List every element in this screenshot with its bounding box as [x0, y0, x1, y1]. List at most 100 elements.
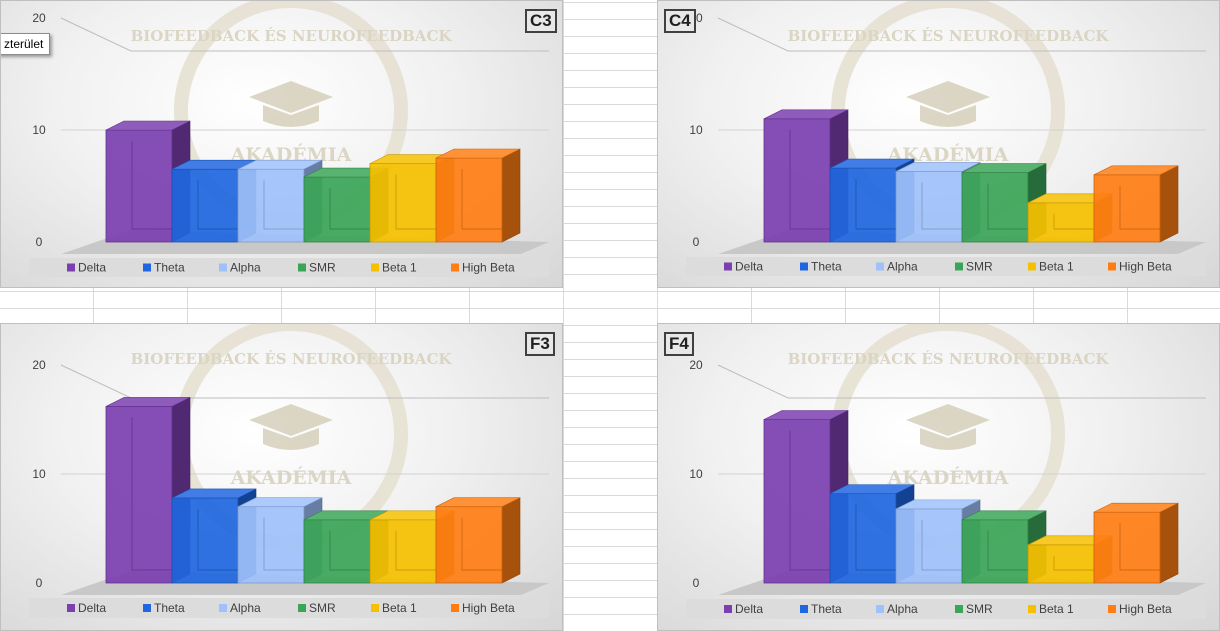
legend-label: Alpha — [230, 261, 261, 275]
legend-swatch — [298, 263, 306, 272]
bar-high-beta[interactable] — [435, 148, 521, 243]
legend-item-beta-1: Beta 1 — [1028, 260, 1074, 274]
chart-svg-c3: BIOFEEDBACK ÉS NEUROFEEDBACKAKADÉMIA0102… — [29, 1, 549, 277]
watermark-subtitle: AKADÉMIA — [887, 143, 1009, 166]
gridline — [717, 364, 1206, 399]
legend-swatch — [451, 263, 459, 272]
legend-item-beta-1: Beta 1 — [1028, 602, 1074, 616]
y-tick-label: 0 — [36, 576, 43, 590]
legend-swatch — [1028, 262, 1036, 271]
legend-swatch — [800, 262, 808, 271]
legend: Delta Theta Alpha SMR Beta 1 High Beta — [29, 598, 549, 618]
legend-swatch — [724, 262, 732, 271]
legend: Delta Theta Alpha SMR Beta 1 High Beta — [29, 258, 549, 277]
legend-label: Theta — [154, 601, 185, 615]
legend-item-high-beta: High Beta — [1108, 260, 1172, 274]
legend-swatch — [800, 605, 808, 613]
legend-item-delta: Delta — [724, 602, 763, 616]
legend-swatch — [876, 605, 884, 613]
legend-swatch — [1108, 262, 1116, 271]
legend-item-theta: Theta — [143, 601, 185, 615]
chart-f3[interactable]: BIOFEEDBACK ÉS NEUROFEEDBACK AKADÉMIA 0 10 2… — [0, 323, 563, 631]
bar-high-beta[interactable] — [1093, 165, 1179, 243]
legend-swatch — [876, 262, 884, 271]
chart-svg-f4: BIOFEEDBACK ÉS NEUROFEEDBACK AKADÉMIA 0 10 2… — [686, 324, 1206, 619]
y-tick-label: 0 — [693, 576, 700, 590]
legend-item-smr: SMR — [298, 601, 336, 615]
legend-label: High Beta — [1119, 260, 1172, 274]
legend-swatch — [219, 263, 227, 272]
legend-label: Beta 1 — [1039, 260, 1074, 274]
legend-swatch — [724, 605, 732, 613]
chart-title-f3: F3 — [525, 332, 555, 356]
legend-label: High Beta — [462, 601, 515, 615]
watermark-title: BIOFEEDBACK ÉS NEUROFEEDBACK — [788, 350, 1110, 368]
tooltip: zterület — [1, 33, 51, 55]
y-tick-label: 0 — [36, 235, 43, 249]
legend-label: Delta — [78, 601, 106, 615]
legend-swatch — [371, 263, 379, 272]
legend-swatch — [451, 604, 459, 612]
legend-swatch — [143, 604, 151, 612]
legend-swatch — [955, 262, 963, 271]
legend-item-alpha: Alpha — [876, 602, 918, 616]
chart-c3[interactable]: BIOFEEDBACK ÉS NEUROFEEDBACK AKADÉMIA 0 10 2… — [0, 0, 563, 288]
watermark-title: BIOFEEDBACK ÉS NEUROFEEDBACK — [788, 27, 1110, 45]
legend-label: Alpha — [887, 602, 918, 616]
legend-label: Theta — [811, 260, 842, 274]
legend-label: Beta 1 — [382, 261, 417, 275]
legend-label: SMR — [309, 261, 336, 275]
legend-item-theta: Theta — [800, 260, 842, 274]
y-tick-label: 20 — [32, 358, 46, 372]
legend-label: Beta 1 — [382, 601, 417, 615]
legend-label: Alpha — [887, 260, 918, 274]
legend-label: Delta — [78, 261, 106, 275]
watermark-subtitle: AKADÉMIA — [887, 466, 1009, 489]
chart-title-f4: F4 — [664, 332, 694, 356]
legend-label: Delta — [735, 260, 763, 274]
legend-label: High Beta — [1119, 602, 1172, 616]
legend: Delta Theta Alpha SMR Beta 1 High Beta — [686, 599, 1206, 619]
legend-label: Beta 1 — [1039, 602, 1074, 616]
legend-swatch — [67, 263, 75, 272]
legend-swatch — [1028, 605, 1036, 613]
legend-item-alpha: Alpha — [219, 261, 261, 275]
legend-label: High Beta — [462, 261, 515, 275]
gridline — [717, 17, 1206, 52]
legend-swatch — [1108, 605, 1116, 613]
legend-item-theta: Theta — [143, 261, 185, 275]
gridline — [60, 17, 549, 52]
y-tick-label: 10 — [32, 467, 46, 481]
legend-item-high-beta: High Beta — [1108, 602, 1172, 616]
legend-item-alpha: Alpha — [219, 601, 261, 615]
chart-c4[interactable]: BIOFEEDBACK ÉS NEUROFEEDBACK AKADÉMIA 0 10 2… — [657, 0, 1220, 288]
legend-item-delta: Delta — [67, 601, 106, 615]
watermark-subtitle: AKADÉMIA — [230, 466, 352, 489]
legend-item-beta-1: Beta 1 — [371, 261, 417, 275]
y-tick-label: 10 — [689, 123, 703, 137]
legend-label: Delta — [735, 602, 763, 616]
legend-item-smr: SMR — [298, 261, 336, 275]
bar-high-beta[interactable] — [1093, 502, 1179, 584]
watermark-title: BIOFEEDBACK ÉS NEUROFEEDBACK — [131, 27, 453, 45]
legend-swatch — [955, 605, 963, 613]
legend-item-alpha: Alpha — [876, 260, 918, 274]
legend-item-high-beta: High Beta — [451, 601, 515, 615]
legend-label: Theta — [811, 602, 842, 616]
legend-swatch — [298, 604, 306, 612]
legend-swatch — [371, 604, 379, 612]
chart-f4[interactable]: BIOFEEDBACK ÉS NEUROFEEDBACK AKADÉMIA 0 10 2… — [657, 323, 1220, 631]
legend-item-theta: Theta — [800, 602, 842, 616]
legend-label: Theta — [154, 261, 185, 275]
bar-smr[interactable] — [961, 163, 1047, 243]
bar-high-beta[interactable] — [435, 497, 521, 584]
legend-label: SMR — [966, 260, 993, 274]
legend-label: SMR — [309, 601, 336, 615]
gridline — [60, 364, 549, 399]
legend-swatch — [143, 263, 151, 272]
legend-item-high-beta: High Beta — [451, 261, 515, 275]
y-tick-label: 20 — [32, 11, 46, 25]
chart-title-c4: C4 — [664, 9, 696, 33]
legend-item-smr: SMR — [955, 260, 993, 274]
legend-label: Alpha — [230, 601, 261, 615]
